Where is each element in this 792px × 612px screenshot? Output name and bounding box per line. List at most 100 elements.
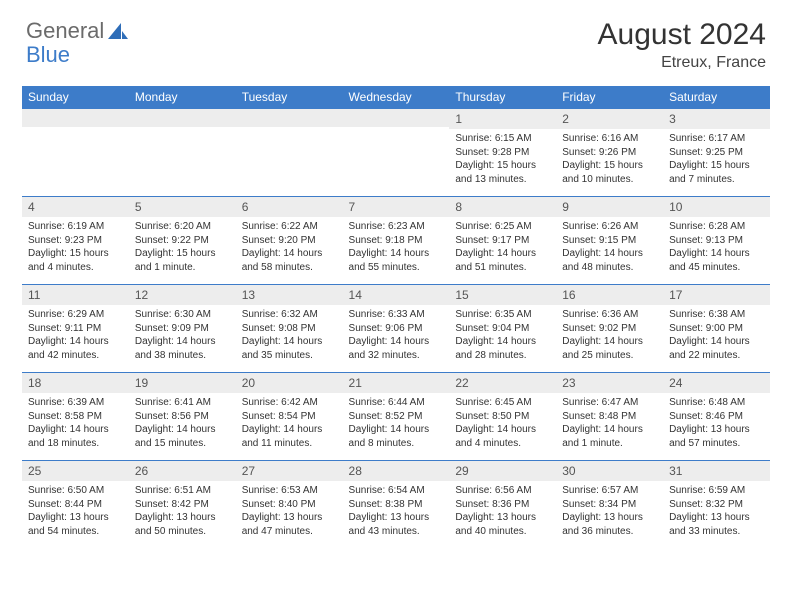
- day-body: Sunrise: 6:44 AMSunset: 8:52 PMDaylight:…: [343, 393, 450, 454]
- daylight-text: Daylight: 13 hours and 54 minutes.: [28, 511, 123, 538]
- day-body: Sunrise: 6:53 AMSunset: 8:40 PMDaylight:…: [236, 481, 343, 542]
- title-block: August 2024 Etreux, France: [598, 18, 766, 72]
- calendar-cell: 17Sunrise: 6:38 AMSunset: 9:00 PMDayligh…: [663, 285, 770, 373]
- daylight-text: Daylight: 14 hours and 48 minutes.: [562, 247, 657, 274]
- calendar-cell: 1Sunrise: 6:15 AMSunset: 9:28 PMDaylight…: [449, 109, 556, 197]
- calendar-cell: 5Sunrise: 6:20 AMSunset: 9:22 PMDaylight…: [129, 197, 236, 285]
- day-header: Saturday: [663, 86, 770, 109]
- sunrise-text: Sunrise: 6:45 AM: [455, 396, 550, 410]
- day-body: Sunrise: 6:57 AMSunset: 8:34 PMDaylight:…: [556, 481, 663, 542]
- logo-sail-icon: [107, 21, 129, 41]
- daylight-text: Daylight: 14 hours and 51 minutes.: [455, 247, 550, 274]
- daylight-text: Daylight: 14 hours and 58 minutes.: [242, 247, 337, 274]
- calendar-cell: 31Sunrise: 6:59 AMSunset: 8:32 PMDayligh…: [663, 461, 770, 549]
- day-body: Sunrise: 6:26 AMSunset: 9:15 PMDaylight:…: [556, 217, 663, 278]
- calendar-cell: 16Sunrise: 6:36 AMSunset: 9:02 PMDayligh…: [556, 285, 663, 373]
- sunset-text: Sunset: 9:00 PM: [669, 322, 764, 336]
- day-body: Sunrise: 6:48 AMSunset: 8:46 PMDaylight:…: [663, 393, 770, 454]
- day-number: 20: [236, 373, 343, 393]
- day-body: Sunrise: 6:30 AMSunset: 9:09 PMDaylight:…: [129, 305, 236, 366]
- day-number: 7: [343, 197, 450, 217]
- sunset-text: Sunset: 8:48 PM: [562, 410, 657, 424]
- calendar-cell: 8Sunrise: 6:25 AMSunset: 9:17 PMDaylight…: [449, 197, 556, 285]
- day-body: Sunrise: 6:39 AMSunset: 8:58 PMDaylight:…: [22, 393, 129, 454]
- day-body: Sunrise: 6:50 AMSunset: 8:44 PMDaylight:…: [22, 481, 129, 542]
- day-number: 30: [556, 461, 663, 481]
- day-number: 28: [343, 461, 450, 481]
- sunrise-text: Sunrise: 6:15 AM: [455, 132, 550, 146]
- sunrise-text: Sunrise: 6:16 AM: [562, 132, 657, 146]
- sunset-text: Sunset: 9:26 PM: [562, 146, 657, 160]
- location-label: Etreux, France: [598, 54, 766, 72]
- day-body: Sunrise: 6:23 AMSunset: 9:18 PMDaylight:…: [343, 217, 450, 278]
- day-body: Sunrise: 6:47 AMSunset: 8:48 PMDaylight:…: [556, 393, 663, 454]
- sunset-text: Sunset: 8:40 PM: [242, 498, 337, 512]
- day-body: Sunrise: 6:25 AMSunset: 9:17 PMDaylight:…: [449, 217, 556, 278]
- calendar-row: 4Sunrise: 6:19 AMSunset: 9:23 PMDaylight…: [22, 197, 770, 285]
- day-header: Friday: [556, 86, 663, 109]
- day-number: 12: [129, 285, 236, 305]
- day-number: 24: [663, 373, 770, 393]
- calendar-cell: 20Sunrise: 6:42 AMSunset: 8:54 PMDayligh…: [236, 373, 343, 461]
- day-number: 18: [22, 373, 129, 393]
- day-header: Thursday: [449, 86, 556, 109]
- sunrise-text: Sunrise: 6:29 AM: [28, 308, 123, 322]
- sunrise-text: Sunrise: 6:25 AM: [455, 220, 550, 234]
- sunset-text: Sunset: 9:18 PM: [349, 234, 444, 248]
- sunset-text: Sunset: 9:22 PM: [135, 234, 230, 248]
- day-number: 10: [663, 197, 770, 217]
- logo-text-1: General: [26, 18, 104, 44]
- sunrise-text: Sunrise: 6:56 AM: [455, 484, 550, 498]
- calendar-cell: 2Sunrise: 6:16 AMSunset: 9:26 PMDaylight…: [556, 109, 663, 197]
- calendar-table: Sunday Monday Tuesday Wednesday Thursday…: [22, 86, 770, 549]
- daylight-text: Daylight: 13 hours and 57 minutes.: [669, 423, 764, 450]
- daylight-text: Daylight: 13 hours and 40 minutes.: [455, 511, 550, 538]
- daylight-text: Daylight: 13 hours and 50 minutes.: [135, 511, 230, 538]
- sunset-text: Sunset: 8:32 PM: [669, 498, 764, 512]
- sunrise-text: Sunrise: 6:54 AM: [349, 484, 444, 498]
- daylight-text: Daylight: 14 hours and 28 minutes.: [455, 335, 550, 362]
- sunset-text: Sunset: 9:06 PM: [349, 322, 444, 336]
- daylight-text: Daylight: 14 hours and 45 minutes.: [669, 247, 764, 274]
- daylight-text: Daylight: 13 hours and 47 minutes.: [242, 511, 337, 538]
- day-header: Tuesday: [236, 86, 343, 109]
- calendar-cell: 21Sunrise: 6:44 AMSunset: 8:52 PMDayligh…: [343, 373, 450, 461]
- sunset-text: Sunset: 8:58 PM: [28, 410, 123, 424]
- calendar-cell: 10Sunrise: 6:28 AMSunset: 9:13 PMDayligh…: [663, 197, 770, 285]
- daylight-text: Daylight: 14 hours and 4 minutes.: [455, 423, 550, 450]
- day-number: 3: [663, 109, 770, 129]
- day-number: 8: [449, 197, 556, 217]
- calendar-cell: 18Sunrise: 6:39 AMSunset: 8:58 PMDayligh…: [22, 373, 129, 461]
- daylight-text: Daylight: 14 hours and 35 minutes.: [242, 335, 337, 362]
- day-number: 16: [556, 285, 663, 305]
- calendar-cell: [343, 109, 450, 197]
- day-header: Monday: [129, 86, 236, 109]
- calendar-cell: [129, 109, 236, 197]
- calendar-cell: [22, 109, 129, 197]
- sunrise-text: Sunrise: 6:19 AM: [28, 220, 123, 234]
- day-number: [129, 109, 236, 127]
- daylight-text: Daylight: 14 hours and 22 minutes.: [669, 335, 764, 362]
- day-body: Sunrise: 6:51 AMSunset: 8:42 PMDaylight:…: [129, 481, 236, 542]
- calendar-cell: 9Sunrise: 6:26 AMSunset: 9:15 PMDaylight…: [556, 197, 663, 285]
- sunset-text: Sunset: 9:09 PM: [135, 322, 230, 336]
- daylight-text: Daylight: 14 hours and 1 minute.: [562, 423, 657, 450]
- calendar-cell: 14Sunrise: 6:33 AMSunset: 9:06 PMDayligh…: [343, 285, 450, 373]
- day-body: Sunrise: 6:35 AMSunset: 9:04 PMDaylight:…: [449, 305, 556, 366]
- sunrise-text: Sunrise: 6:51 AM: [135, 484, 230, 498]
- sunrise-text: Sunrise: 6:35 AM: [455, 308, 550, 322]
- sunrise-text: Sunrise: 6:47 AM: [562, 396, 657, 410]
- calendar-cell: 12Sunrise: 6:30 AMSunset: 9:09 PMDayligh…: [129, 285, 236, 373]
- day-body: [129, 127, 236, 177]
- day-body: Sunrise: 6:33 AMSunset: 9:06 PMDaylight:…: [343, 305, 450, 366]
- logo: General: [26, 18, 129, 44]
- sunrise-text: Sunrise: 6:50 AM: [28, 484, 123, 498]
- sunrise-text: Sunrise: 6:36 AM: [562, 308, 657, 322]
- sunset-text: Sunset: 9:28 PM: [455, 146, 550, 160]
- sunrise-text: Sunrise: 6:17 AM: [669, 132, 764, 146]
- calendar-row: 11Sunrise: 6:29 AMSunset: 9:11 PMDayligh…: [22, 285, 770, 373]
- daylight-text: Daylight: 14 hours and 32 minutes.: [349, 335, 444, 362]
- sunrise-text: Sunrise: 6:26 AM: [562, 220, 657, 234]
- day-body: [236, 127, 343, 177]
- day-body: Sunrise: 6:20 AMSunset: 9:22 PMDaylight:…: [129, 217, 236, 278]
